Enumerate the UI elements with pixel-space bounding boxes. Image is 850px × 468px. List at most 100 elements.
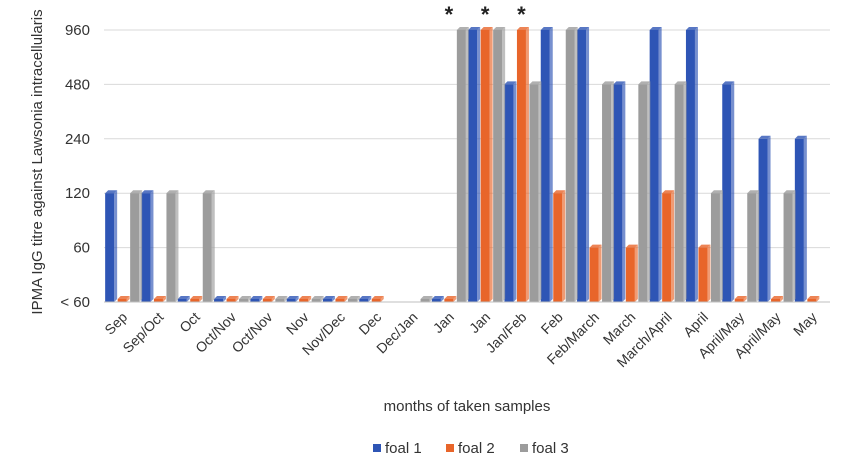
bar: [202, 190, 215, 302]
bar-side: [683, 81, 687, 303]
x-tick-label: Oct: [176, 309, 203, 336]
bar-top: [565, 27, 578, 30]
bar: [625, 244, 638, 302]
bar-face: [153, 299, 163, 302]
bar-top: [311, 296, 324, 299]
bar: [577, 27, 590, 302]
bar-top: [504, 81, 517, 85]
bar-side: [731, 81, 735, 303]
x-tick-label: Oct/Nov: [228, 309, 275, 356]
bar-side: [574, 27, 578, 302]
bar: [286, 296, 299, 302]
bar: [504, 81, 517, 303]
bar: [420, 296, 433, 302]
bar-face: [613, 84, 623, 303]
bar-face: [177, 299, 187, 302]
bar: [214, 296, 227, 302]
bar-top: [420, 296, 433, 299]
bar: [299, 296, 312, 302]
bar-top: [322, 296, 335, 299]
bar-top: [177, 296, 190, 299]
bar-side: [223, 296, 227, 302]
bar-top: [275, 296, 288, 299]
bar-side: [368, 296, 372, 302]
bar-side: [694, 27, 698, 302]
bar: [589, 244, 602, 302]
bar-face: [794, 138, 804, 302]
bar-top: [480, 27, 493, 30]
bar-side: [126, 296, 130, 302]
bar: [177, 296, 190, 302]
bar: [262, 296, 275, 302]
bar-top: [493, 27, 506, 30]
bar-top: [794, 135, 807, 139]
bar-side: [803, 135, 807, 302]
bar-side: [440, 296, 444, 302]
bar: [698, 244, 711, 302]
bar-face: [105, 193, 115, 302]
bar-face: [456, 30, 466, 302]
bar-side: [211, 190, 215, 302]
bar-face: [783, 193, 793, 302]
bar-top: [577, 27, 590, 30]
y-axis-label: IPMA IgG titre against Lawsonia intracel…: [29, 9, 46, 314]
bar-top: [771, 296, 784, 299]
bar-top: [347, 296, 360, 299]
bar: [722, 81, 735, 303]
bar-top: [166, 190, 179, 194]
x-tick-label: April: [680, 309, 711, 340]
bar-side: [453, 296, 457, 302]
bar: [347, 296, 360, 302]
legend-swatch: [446, 444, 454, 452]
bar-face: [685, 30, 695, 302]
bar-side: [162, 296, 166, 302]
bar-top: [589, 244, 602, 248]
bar-top: [758, 135, 771, 139]
bar: [602, 81, 615, 303]
bar-face: [565, 30, 575, 302]
bar-face: [286, 299, 296, 302]
bar-top: [456, 27, 469, 30]
bar: [311, 296, 324, 302]
bar-face: [662, 193, 672, 302]
bar-side: [586, 27, 590, 302]
bar-face: [807, 299, 817, 302]
bar-top: [239, 296, 252, 299]
bar: [794, 135, 807, 302]
bar-top: [710, 190, 723, 194]
bar-side: [139, 190, 143, 302]
bar-side: [295, 296, 299, 302]
x-tick-label: Nov: [283, 309, 312, 338]
significance-star: *: [517, 2, 526, 27]
bar-side: [502, 27, 506, 302]
bar-face: [226, 299, 236, 302]
bar-face: [553, 193, 563, 302]
bar: [771, 296, 784, 302]
bar-side: [707, 244, 711, 302]
bar: [153, 296, 166, 302]
bar: [638, 81, 651, 303]
bar-top: [674, 81, 687, 85]
bar: [516, 27, 529, 302]
bar-face: [468, 30, 478, 302]
x-tick-label: Jan: [430, 309, 457, 336]
bar-side: [308, 296, 312, 302]
y-tick-label: 960: [65, 22, 90, 39]
bar-top: [468, 27, 481, 30]
bar-face: [335, 299, 345, 302]
bar-side: [271, 296, 275, 302]
bar: [734, 296, 747, 302]
bar-side: [611, 81, 615, 303]
bar-top: [105, 190, 118, 194]
bar-top: [685, 27, 698, 30]
bar-face: [420, 299, 430, 302]
bar-face: [190, 299, 200, 302]
bar-side: [356, 296, 360, 302]
bar: [674, 81, 687, 303]
bar-face: [674, 84, 684, 303]
bar-top: [153, 296, 166, 299]
bar: [359, 296, 372, 302]
y-tick-label: 60: [73, 240, 90, 257]
